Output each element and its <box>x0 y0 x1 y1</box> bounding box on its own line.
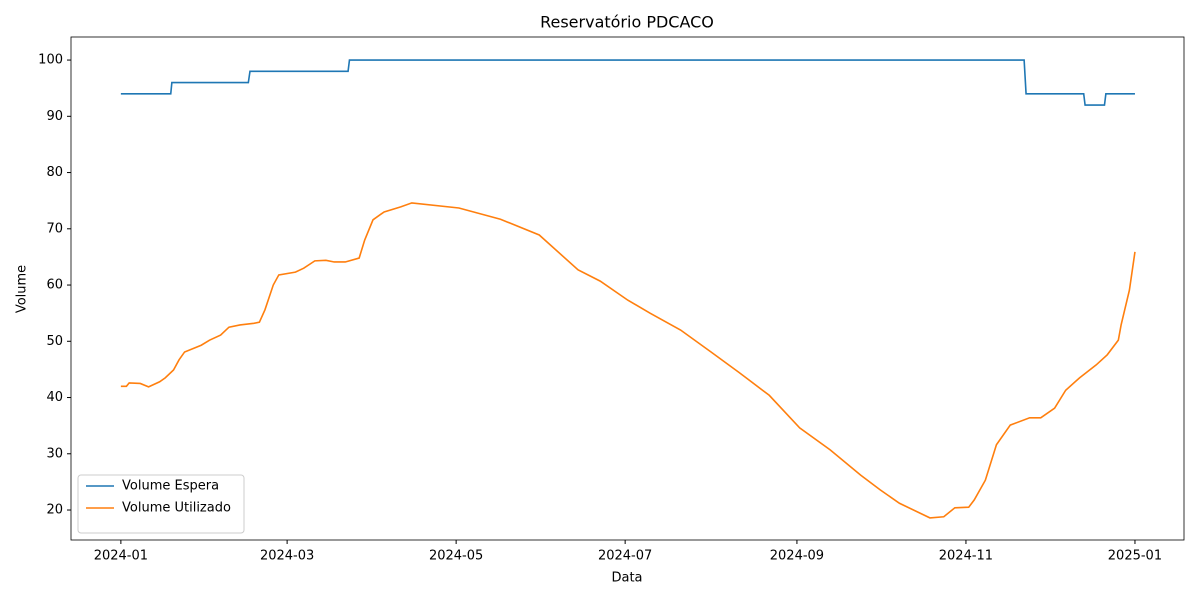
chart-title: Reservatório PDCACO <box>540 13 714 32</box>
x-tick-label: 2025-01 <box>1108 549 1162 564</box>
y-tick-label: 20 <box>46 503 63 518</box>
y-tick-label: 60 <box>46 278 63 293</box>
y-axis-label: Volume <box>15 265 30 313</box>
legend-label: Volume Espera <box>122 479 219 494</box>
y-tick-label: 50 <box>46 334 63 349</box>
x-axis-label: Data <box>611 571 642 586</box>
legend-box <box>77 474 245 534</box>
x-tick-label: 2024-05 <box>429 549 483 564</box>
x-tick-label: 2024-01 <box>94 549 148 564</box>
line <box>120 202 1136 519</box>
x-tick-label: 2024-07 <box>598 549 652 564</box>
y-tick-label: 100 <box>38 53 63 68</box>
y-tick-label: 30 <box>46 446 63 461</box>
legend-label: Volume Utilizado <box>122 501 231 516</box>
x-tick-label: 2024-09 <box>770 549 824 564</box>
y-tick-label: 90 <box>46 109 63 124</box>
x-tick-label: 2024-11 <box>939 549 993 564</box>
x-tick-label: 2024-03 <box>260 549 314 564</box>
y-tick-label: 40 <box>46 390 63 405</box>
plot-frame <box>70 36 1185 541</box>
y-tick-label: 80 <box>46 165 63 180</box>
line <box>120 59 1135 106</box>
y-tick-label: 70 <box>46 221 63 236</box>
